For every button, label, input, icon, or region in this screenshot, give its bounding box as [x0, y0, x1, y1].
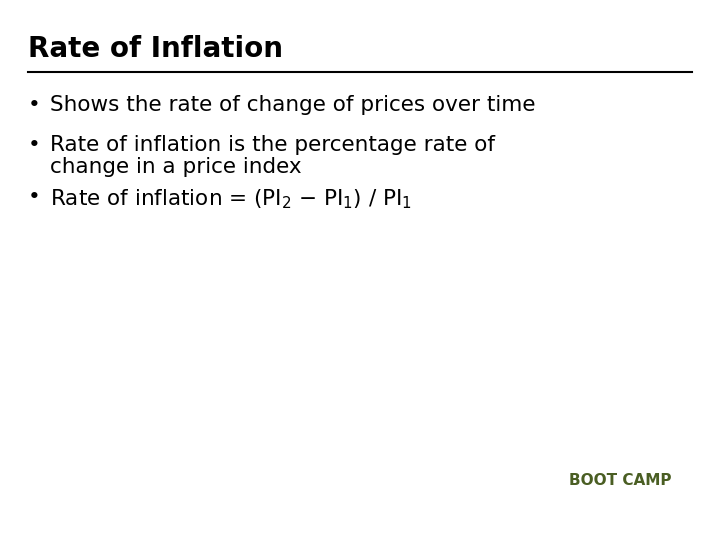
Text: BOOT CAMP: BOOT CAMP [569, 473, 671, 488]
Text: Rate of inflation is the percentage rate of: Rate of inflation is the percentage rate… [50, 135, 495, 155]
Text: Shows the rate of change of prices over time: Shows the rate of change of prices over … [50, 95, 536, 115]
Text: Rate of Inflation: Rate of Inflation [28, 35, 283, 63]
Text: •: • [28, 95, 41, 115]
Text: change in a price index: change in a price index [50, 157, 302, 177]
Text: Rate of inflation = (PI$_2$ $-$ PI$_1$) / PI$_1$: Rate of inflation = (PI$_2$ $-$ PI$_1$) … [50, 187, 412, 211]
Text: •: • [28, 187, 41, 207]
Text: •: • [28, 135, 41, 155]
